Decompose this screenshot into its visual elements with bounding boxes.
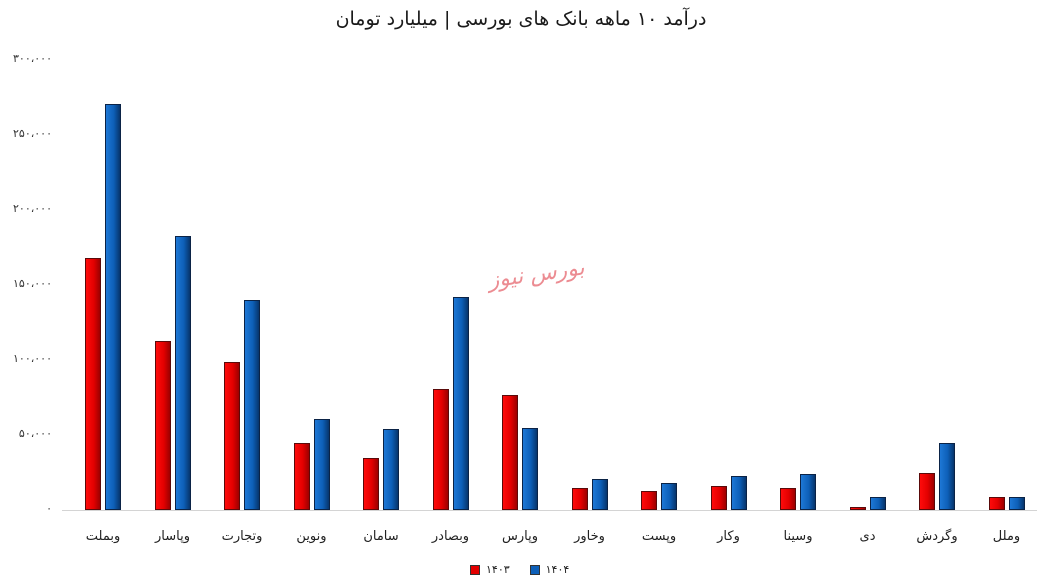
- bar-1404: [591, 478, 608, 510]
- y-tick-label: ۲۵۰،۰۰۰: [13, 127, 52, 140]
- bar-1404: [869, 496, 886, 510]
- x-tick-label: وپاسار: [155, 529, 190, 544]
- bar-1404: [244, 300, 260, 510]
- bar-1403: [988, 496, 1005, 510]
- bar-1403: [432, 388, 449, 510]
- x-tick-label: ونوین: [296, 529, 327, 544]
- y-tick-label: ۰: [46, 502, 52, 515]
- x-tick-label: وبصادر: [431, 529, 470, 544]
- legend: ۱۴۰۳ ۱۴۰۴: [470, 563, 569, 576]
- bar-1403: [849, 507, 866, 510]
- x-tick-label: وملل: [992, 529, 1021, 544]
- bar-1404: [105, 103, 121, 510]
- bar-1404: [174, 235, 191, 510]
- y-tick-label: ۳۰۰،۰۰۰: [13, 52, 52, 65]
- legend-swatch-1404: [529, 564, 540, 575]
- bar-1403: [571, 487, 588, 510]
- legend-label-1404: ۱۴۰۴: [545, 563, 570, 576]
- bar-1403: [85, 258, 101, 510]
- legend-label-1403: ۱۴۰۳: [486, 563, 510, 576]
- bar-1403: [293, 442, 310, 510]
- bar-1404: [313, 418, 330, 510]
- bar-1404: [800, 474, 816, 510]
- x-tick-label: وخاور: [574, 529, 605, 544]
- bar-1403: [919, 472, 935, 510]
- bar-1403: [224, 361, 240, 510]
- y-tick-label: ۱۵۰،۰۰۰: [13, 277, 52, 290]
- y-tick-label: ۲۰۰،۰۰۰: [13, 202, 52, 215]
- bar-1404: [452, 297, 469, 510]
- bar-1404: [939, 442, 955, 510]
- x-tick-label: وگردش: [916, 529, 958, 544]
- bar-1403: [363, 457, 379, 510]
- y-tick-label: ۵۰،۰۰۰: [18, 427, 52, 440]
- legend-swatch-1403: [470, 564, 480, 575]
- bar-1404: [661, 483, 677, 510]
- x-tick-label: وتجارت: [221, 529, 263, 544]
- bar-1403: [154, 340, 171, 510]
- x-tick-label: وپارس: [501, 529, 538, 544]
- x-tick-label: وکار: [717, 529, 740, 544]
- chart-title: درآمد ۱۰ ماهه بانک های بورسی | میلیارد ت…: [335, 8, 707, 30]
- y-tick-label: ۱۰۰،۰۰۰: [13, 352, 52, 365]
- bar-1404: [522, 427, 538, 510]
- watermark: بورس نیوز: [486, 255, 586, 294]
- bar-1403: [641, 490, 657, 510]
- bar-1403: [780, 487, 796, 510]
- x-tick-label: سامان: [363, 529, 399, 544]
- bar-1403: [502, 394, 518, 510]
- x-tick-label: وپست: [641, 529, 677, 544]
- bar-1403: [710, 486, 727, 510]
- bar-1404: [1008, 496, 1025, 510]
- x-tick-label: دی: [859, 529, 876, 544]
- x-tick-label: وسینا: [783, 529, 813, 544]
- x-tick-label: وبملت: [85, 529, 121, 544]
- x-axis-baseline: [62, 510, 1037, 511]
- bar-1404: [383, 429, 399, 510]
- bar-1404: [730, 475, 747, 510]
